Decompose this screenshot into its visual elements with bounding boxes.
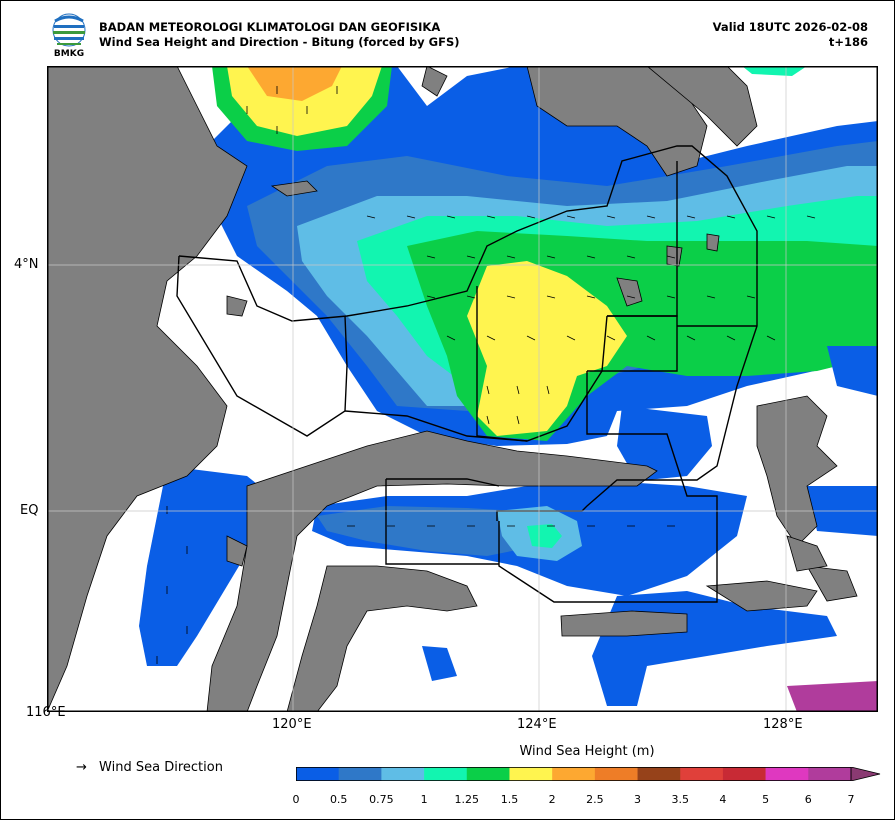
colorbar-cell [680,767,724,781]
colorbar-tick-label: 6 [804,793,812,806]
colorbar-tick-label: 7 [847,793,855,806]
lead-time: t+186 [828,35,868,49]
map-border [47,66,878,712]
land-masses [47,66,858,712]
colorbar-cell [637,767,681,781]
agency-title: BADAN METEOROLOGI KLIMATOLOGI DAN GEOFIS… [99,20,441,34]
colorbar-tick-label: 5 [762,793,770,806]
colorbar-tick-label: 0.5 [329,793,348,806]
colorbar-cell [338,767,382,781]
valid-time: Valid 18UTC 2026-02-08 [712,20,868,34]
wind-direction-arrow-icon: → [76,760,87,775]
svg-text:BMKG: BMKG [54,49,84,58]
colorbar-extend-arrow [850,767,881,781]
colorbar-tick-label: 4 [719,793,727,806]
direction-legend: → Wind Sea Direction [76,760,223,775]
colorbar-tick-label: 1.25 [454,793,480,806]
wave-map [47,66,878,712]
lon-tick-128: 128°E [763,717,803,732]
colorbar-cell [466,767,510,781]
lon-tick-120: 120°E [272,717,312,732]
wind-direction-arrows [156,86,816,664]
zone-boundaries [176,145,758,603]
colorbar-tick-label: 0 [292,793,300,806]
colorbar-cell [722,767,766,781]
colorbar-cell [424,767,468,781]
colorbar-cell [594,767,638,781]
colorbar [296,767,881,781]
colorbar-tick-label: 0.75 [369,793,394,806]
header-titles: BADAN METEOROLOGI KLIMATOLOGI DAN GEOFIS… [99,20,460,50]
colorbar-tick-label: 2.5 [586,793,604,806]
colorbar-tick-label: 2 [548,793,556,806]
header-validity: Valid 18UTC 2026-02-08 t+186 [713,20,868,50]
bmkg-logo: BMKG [52,13,86,58]
colorbar-outline [296,767,852,781]
colorbar-cell [765,767,809,781]
graticule [47,66,878,712]
lat-tick-eq: EQ [20,503,39,518]
product-title: Wind Sea Height and Direction - Bitung (… [99,35,460,49]
colorbar-cell [296,767,339,781]
colorbar-tick-label: 3.5 [671,793,689,806]
lon-tick-116: 116°E [26,705,66,720]
colorbar-cell [552,767,596,781]
direction-legend-label: Wind Sea Direction [99,760,223,775]
lon-tick-124: 124°E [517,717,557,732]
colorbar-tick-label: 1.5 [500,793,519,806]
colorbar-tick-label: 3 [634,793,642,806]
colorbar-tick-label: 1 [420,793,428,806]
colorbar-title: Wind Sea Height (m) [519,744,655,759]
colorbar-cell [381,767,425,781]
lat-tick-4n: 4°N [14,257,39,272]
colorbar-cell [509,767,553,781]
colorbar-cell [808,767,852,781]
